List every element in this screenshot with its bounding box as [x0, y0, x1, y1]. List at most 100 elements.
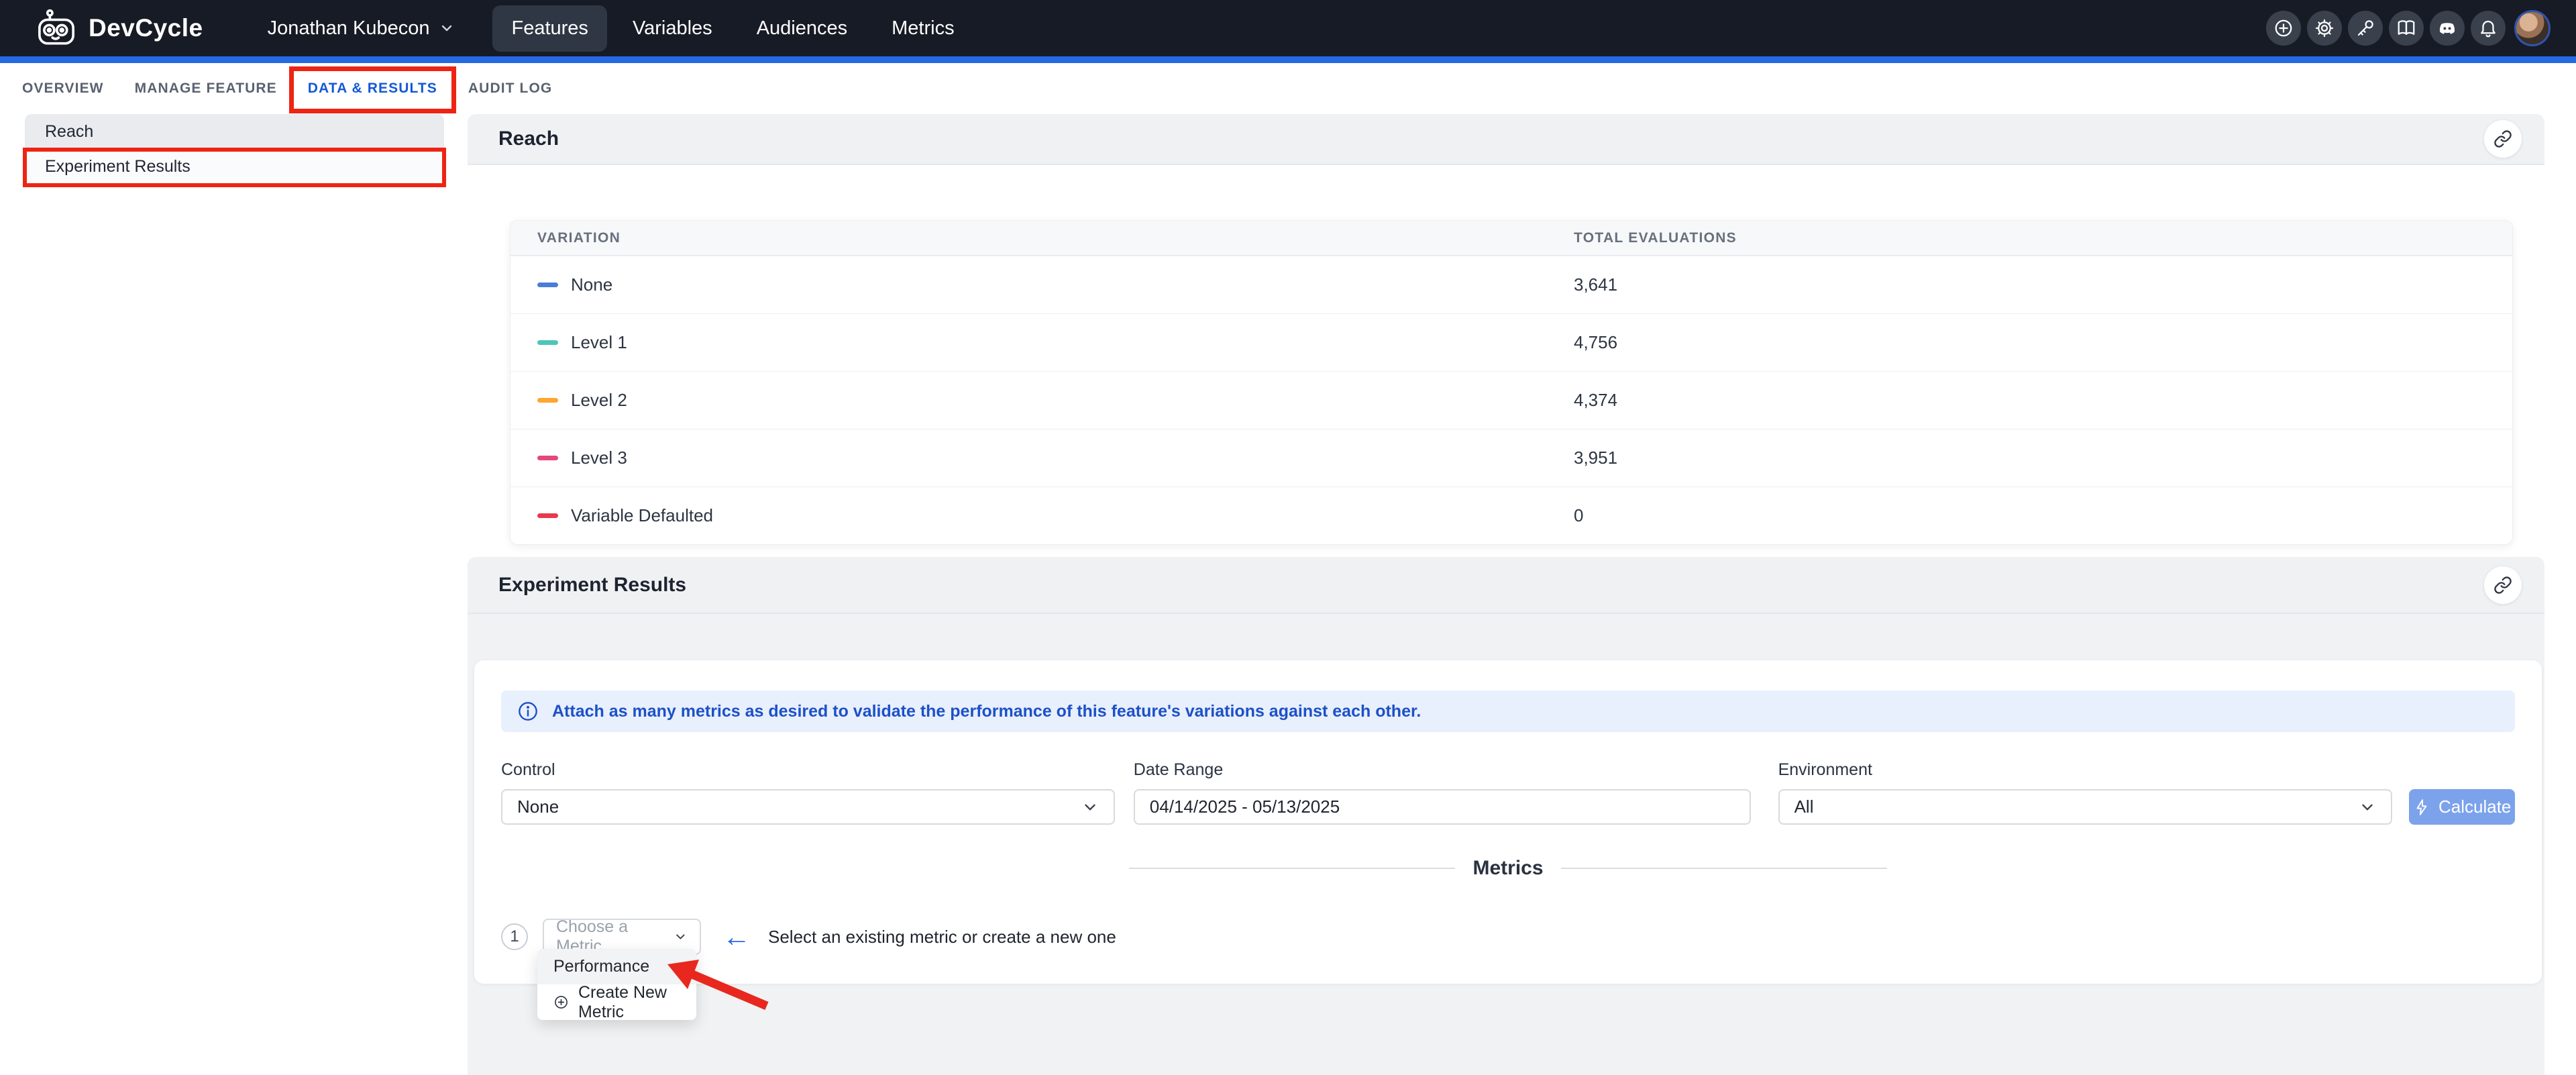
devcycle-robot-icon: [38, 9, 74, 45]
feature-tabbar: OVERVIEW MANAGE FEATURE DATA & RESULTS A…: [0, 63, 2576, 114]
divider-line: [1560, 868, 1888, 869]
environment-select[interactable]: All: [1778, 789, 2393, 825]
table-row: Level 1 4,756: [511, 313, 2512, 371]
user-avatar[interactable]: [2514, 10, 2551, 46]
divider-line: [1129, 868, 1456, 869]
create-new-button[interactable]: [2266, 11, 2301, 46]
date-range-label: Date Range: [1133, 760, 1224, 779]
table-row: Level 2 4,374: [511, 371, 2512, 429]
main-content: Reach VARIATION TOTAL EVALUATIONS None: [468, 114, 2544, 1075]
variation-name: Level 2: [571, 390, 627, 410]
docs-book-icon: [2398, 20, 2415, 35]
dropdown-item-label: Performance: [553, 957, 650, 976]
plus-circle-icon: [555, 996, 568, 1009]
nav-item-metrics[interactable]: Metrics: [892, 17, 955, 39]
table-row: Level 3 3,951: [511, 429, 2512, 487]
nav-item-variables[interactable]: Variables: [632, 17, 712, 39]
metric-dropdown-menu: Performance Create New Metric: [537, 949, 696, 1020]
active-tab-underline: [307, 109, 437, 113]
navbar-actions: [2266, 10, 2551, 46]
tab-manage-feature[interactable]: MANAGE FEATURE: [134, 81, 277, 96]
variation-name: Level 1: [571, 332, 627, 352]
environment-value: All: [1794, 797, 1814, 817]
experiment-permalink-button[interactable]: [2484, 566, 2522, 604]
chevron-down-icon: [442, 25, 452, 32]
variation-color-dash: [537, 340, 558, 345]
experiment-results-header: Experiment Results: [468, 557, 2544, 614]
dropdown-item-create-new-metric[interactable]: Create New Metric: [537, 982, 696, 1021]
variation-color-dash: [537, 456, 558, 460]
metric-helper-text: Select an existing metric or create a ne…: [768, 926, 1116, 947]
control-select[interactable]: None: [501, 789, 1115, 825]
tab-overview[interactable]: OVERVIEW: [22, 81, 104, 96]
variation-color-dash: [537, 398, 558, 403]
control-label: Control: [501, 760, 555, 779]
info-icon: [519, 702, 537, 721]
api-keys-button[interactable]: [2348, 11, 2383, 46]
variation-table: VARIATION TOTAL EVALUATIONS None 3,641 L…: [510, 220, 2513, 545]
total-evaluations-value: 0: [1574, 505, 1584, 525]
workspace-name: Jonathan Kubecon: [267, 17, 430, 39]
tab-data-and-results[interactable]: DATA & RESULTS: [288, 63, 456, 114]
calculate-button[interactable]: Calculate: [2409, 789, 2515, 825]
notifications-button[interactable]: [2471, 11, 2506, 46]
nav-item-audiences[interactable]: Audiences: [756, 17, 848, 39]
brand-name: DevCycle: [89, 14, 203, 42]
reach-permalink-button[interactable]: [2484, 120, 2522, 158]
total-evaluations-value: 4,756: [1574, 332, 1618, 352]
bell-icon: [2481, 20, 2496, 38]
dropdown-item-label: Create New Metric: [578, 982, 667, 1021]
workspace-switcher[interactable]: Jonathan Kubecon: [268, 17, 455, 40]
sidebar-item-reach[interactable]: Reach: [25, 114, 444, 149]
variation-color-dash: [537, 283, 558, 287]
metric-index-badge: 1: [501, 923, 528, 950]
accent-bar: [0, 56, 2576, 63]
nav-item-features[interactable]: Features: [492, 5, 607, 52]
experiment-form-row: Control None Date Range 04/14/2025 - 05/…: [501, 760, 2515, 825]
settings-button[interactable]: [2307, 11, 2342, 46]
table-row: None 3,641: [511, 256, 2512, 313]
experiment-results-title: Experiment Results: [498, 573, 687, 596]
key-icon: [2357, 20, 2373, 36]
metrics-divider: Metrics: [1129, 857, 1888, 880]
primary-nav: Features Variables Audiences Metrics: [492, 5, 973, 52]
date-range-input[interactable]: 04/14/2025 - 05/13/2025: [1133, 789, 1751, 825]
reach-title: Reach: [498, 127, 559, 150]
experiment-results-body: Attach as many metrics as desired to val…: [468, 614, 2544, 1075]
experiment-results-section: Experiment Results: [468, 557, 2544, 1075]
total-evaluations-value: 4,374: [1574, 390, 1618, 410]
table-header-row: VARIATION TOTAL EVALUATIONS: [511, 221, 2512, 256]
col-header-variation: VARIATION: [537, 229, 621, 246]
variation-name: Variable Defaulted: [571, 505, 713, 525]
docs-button[interactable]: [2389, 11, 2424, 46]
reach-header: Reach: [468, 114, 2544, 165]
dropdown-item-performance[interactable]: Performance: [537, 949, 696, 984]
left-arrow-glyph: ←: [722, 921, 751, 952]
col-header-total-evaluations: TOTAL EVALUATIONS: [1574, 229, 1737, 246]
devcycle-logo[interactable]: DevCycle: [35, 9, 203, 48]
info-banner-text: Attach as many metrics as desired to val…: [552, 701, 1421, 721]
chevron-down-icon: [1085, 804, 1095, 810]
reach-section: Reach VARIATION TOTAL EVALUATIONS None: [468, 114, 2544, 557]
top-navbar: DevCycle Jonathan Kubecon Features Varia…: [0, 0, 2576, 56]
chevron-down-icon: [676, 934, 685, 939]
calculate-label: Calculate: [2438, 797, 2512, 817]
experiment-card: Attach as many metrics as desired to val…: [474, 660, 2542, 984]
total-evaluations-value: 3,641: [1574, 274, 1618, 295]
reach-body: VARIATION TOTAL EVALUATIONS None 3,641 L…: [468, 165, 2544, 557]
chevron-down-icon: [2362, 804, 2373, 810]
metrics-title: Metrics: [1472, 857, 1544, 879]
info-banner: Attach as many metrics as desired to val…: [501, 690, 2515, 732]
gear-icon: [2315, 19, 2334, 38]
variation-name: Level 3: [571, 448, 627, 468]
variation-color-dash: [537, 513, 558, 518]
lightning-icon: [2416, 799, 2427, 815]
results-sidebar: Reach Experiment Results: [23, 114, 446, 187]
discord-button[interactable]: [2430, 11, 2465, 46]
discord-icon: [2439, 23, 2455, 34]
link-icon: [2494, 130, 2512, 148]
sidebar-item-experiment-results[interactable]: Experiment Results: [23, 148, 446, 187]
table-row: Variable Defaulted 0: [511, 487, 2512, 544]
tab-audit-log[interactable]: AUDIT LOG: [468, 81, 553, 96]
sidebar-item-label: Experiment Results: [45, 156, 191, 176]
